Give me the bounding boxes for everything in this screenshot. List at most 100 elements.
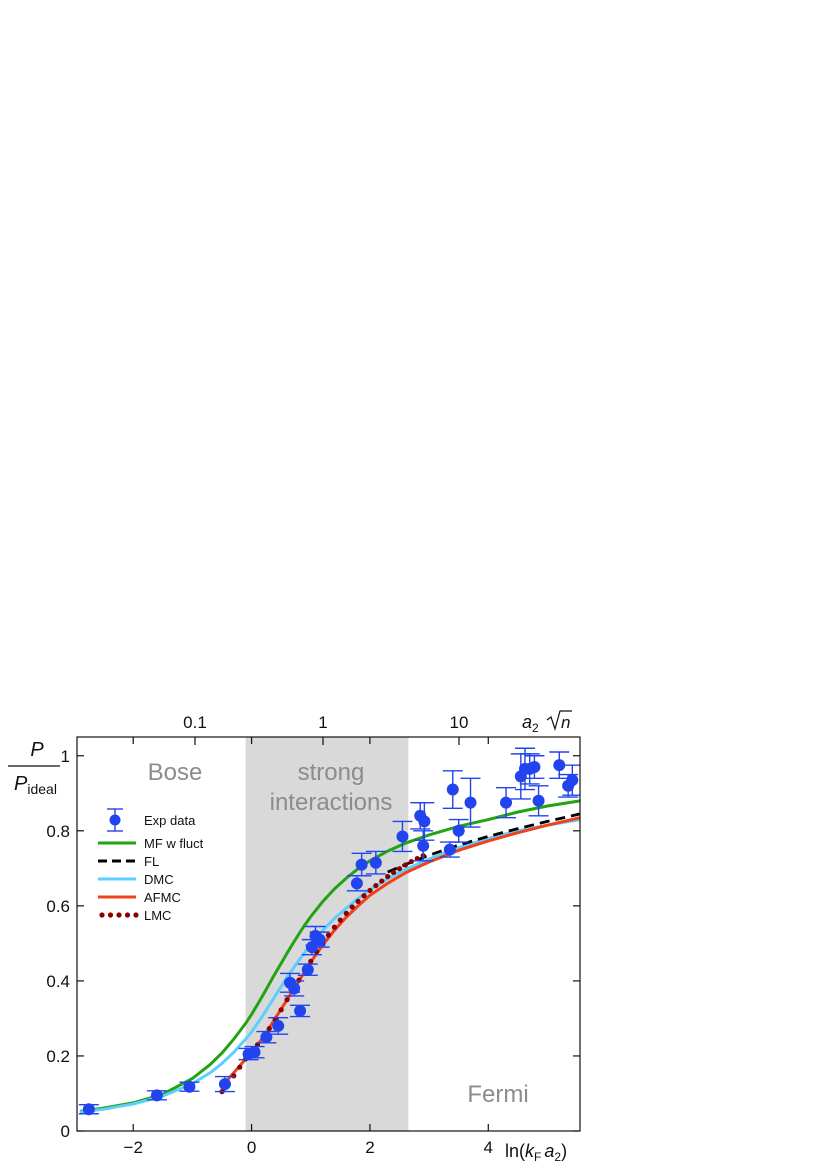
y-label-den-sub: ideal (27, 781, 57, 797)
legend-label: DMC (144, 872, 174, 887)
exp-marker (272, 1019, 285, 1032)
exp-marker (464, 796, 477, 809)
top-tick-label: 1 (318, 713, 327, 732)
lmc-point (390, 869, 397, 876)
lmc-point (355, 898, 361, 904)
exp-data-point (562, 764, 580, 796)
y-axis-label: P Pideal (8, 739, 60, 797)
top-tick-label: 10 (450, 713, 469, 732)
exp-data-point (290, 1004, 311, 1018)
exp-data-point (146, 1089, 167, 1102)
y-label-den-p: P (14, 773, 28, 795)
legend-dot (99, 912, 105, 918)
legend: Exp data MF w fluct FL DMC AFMC LMC (98, 808, 204, 923)
exp-data-point (414, 801, 435, 841)
legend-item-exp: Exp data (107, 808, 196, 832)
top-label-text: a2 (522, 712, 539, 735)
lmc-point (237, 1064, 243, 1070)
exp-data-point (244, 1045, 265, 1059)
series-line-mf (79, 799, 580, 1113)
top-axis-label: a2 n (522, 710, 572, 735)
y-tick-label: 0.2 (46, 1047, 70, 1066)
lmc-point (373, 882, 379, 889)
exp-marker (260, 1031, 273, 1044)
lmc-point (337, 917, 343, 923)
top-label-a: a (522, 712, 532, 732)
lmc-point (402, 862, 409, 868)
x-label-a-sub: 2 (554, 1150, 561, 1164)
y-label-denominator: Pideal (14, 773, 57, 797)
exp-marker (248, 1046, 261, 1059)
exp-data-point (510, 753, 531, 800)
legend-item-mf: MF w fluct (98, 836, 204, 851)
exp-marker (313, 933, 326, 946)
exp-data-point (365, 850, 386, 875)
exp-marker (418, 815, 431, 828)
lmc-point (385, 873, 391, 880)
exp-marker (301, 963, 314, 976)
legend-item-fl: FL (98, 854, 159, 869)
exp-marker (417, 839, 430, 852)
x-label-k-sub: F (534, 1150, 541, 1164)
legend-label: MF w fluct (144, 836, 204, 851)
legend-dot (133, 912, 139, 918)
exp-data-point (392, 820, 413, 853)
legend-label: LMC (144, 908, 171, 923)
x-tick-label: 4 (484, 1138, 493, 1157)
exp-marker (532, 794, 545, 807)
exp-marker (566, 774, 579, 787)
exp-marker (294, 1004, 307, 1017)
lmc-point (266, 1025, 272, 1032)
top-label-a-sub: 2 (532, 721, 539, 735)
x-tick-label: 2 (365, 1138, 374, 1157)
y-tick-label: 0.4 (46, 972, 70, 991)
exp-data-point (496, 786, 517, 819)
lmc-point (325, 932, 332, 938)
exp-marker (350, 877, 363, 890)
series-layer (78, 747, 580, 1116)
x-label-k: k (525, 1141, 535, 1161)
sqrt-symbol (546, 710, 572, 732)
lmc-point (396, 866, 403, 872)
y-tick-label: 0 (61, 1122, 70, 1141)
y-tick-label: 1 (61, 747, 70, 766)
exp-data-point (528, 785, 549, 817)
x-label-prefix: ln( (505, 1141, 525, 1161)
legend-marker (109, 814, 121, 826)
exp-data-point (179, 1080, 200, 1093)
exp-data-point (448, 818, 469, 843)
exp-data-point (413, 830, 434, 862)
exp-data-point (442, 770, 463, 809)
y-label-numerator: P (30, 739, 44, 761)
lmc-point (308, 958, 314, 964)
lmc-point (414, 855, 420, 862)
y-tick-label: 0.8 (46, 822, 70, 841)
legend-dot (124, 912, 131, 918)
exp-marker (553, 759, 566, 772)
series-line-dmc (79, 818, 580, 1114)
lmc-point (349, 904, 355, 910)
x-label-suffix: ) (561, 1141, 567, 1161)
bose-label: Bose (148, 759, 203, 786)
exp-marker (150, 1089, 163, 1102)
legend-label: FL (144, 854, 159, 869)
exp-marker (528, 761, 541, 774)
exp-data-point (297, 963, 318, 976)
legend-label: Exp data (144, 813, 196, 828)
lmc-point (343, 910, 349, 916)
top-label-n: n (561, 713, 570, 732)
exp-marker (443, 843, 456, 856)
lmc-point (361, 893, 367, 899)
legend-dot (116, 912, 122, 918)
legend-item-dmc: DMC (98, 872, 174, 887)
exp-marker (288, 982, 301, 995)
axis-ticks: −2 0 2 4 0 0.2 0.4 0.6 0.8 1 0.1 1 10 (46, 713, 580, 1157)
plot-border (76, 736, 581, 1132)
exp-marker (369, 856, 382, 869)
exp-marker (452, 824, 465, 837)
y-tick-label: 0.6 (46, 897, 70, 916)
exp-data-point (78, 1103, 99, 1116)
lmc-point (284, 997, 290, 1003)
exp-marker (82, 1103, 95, 1116)
